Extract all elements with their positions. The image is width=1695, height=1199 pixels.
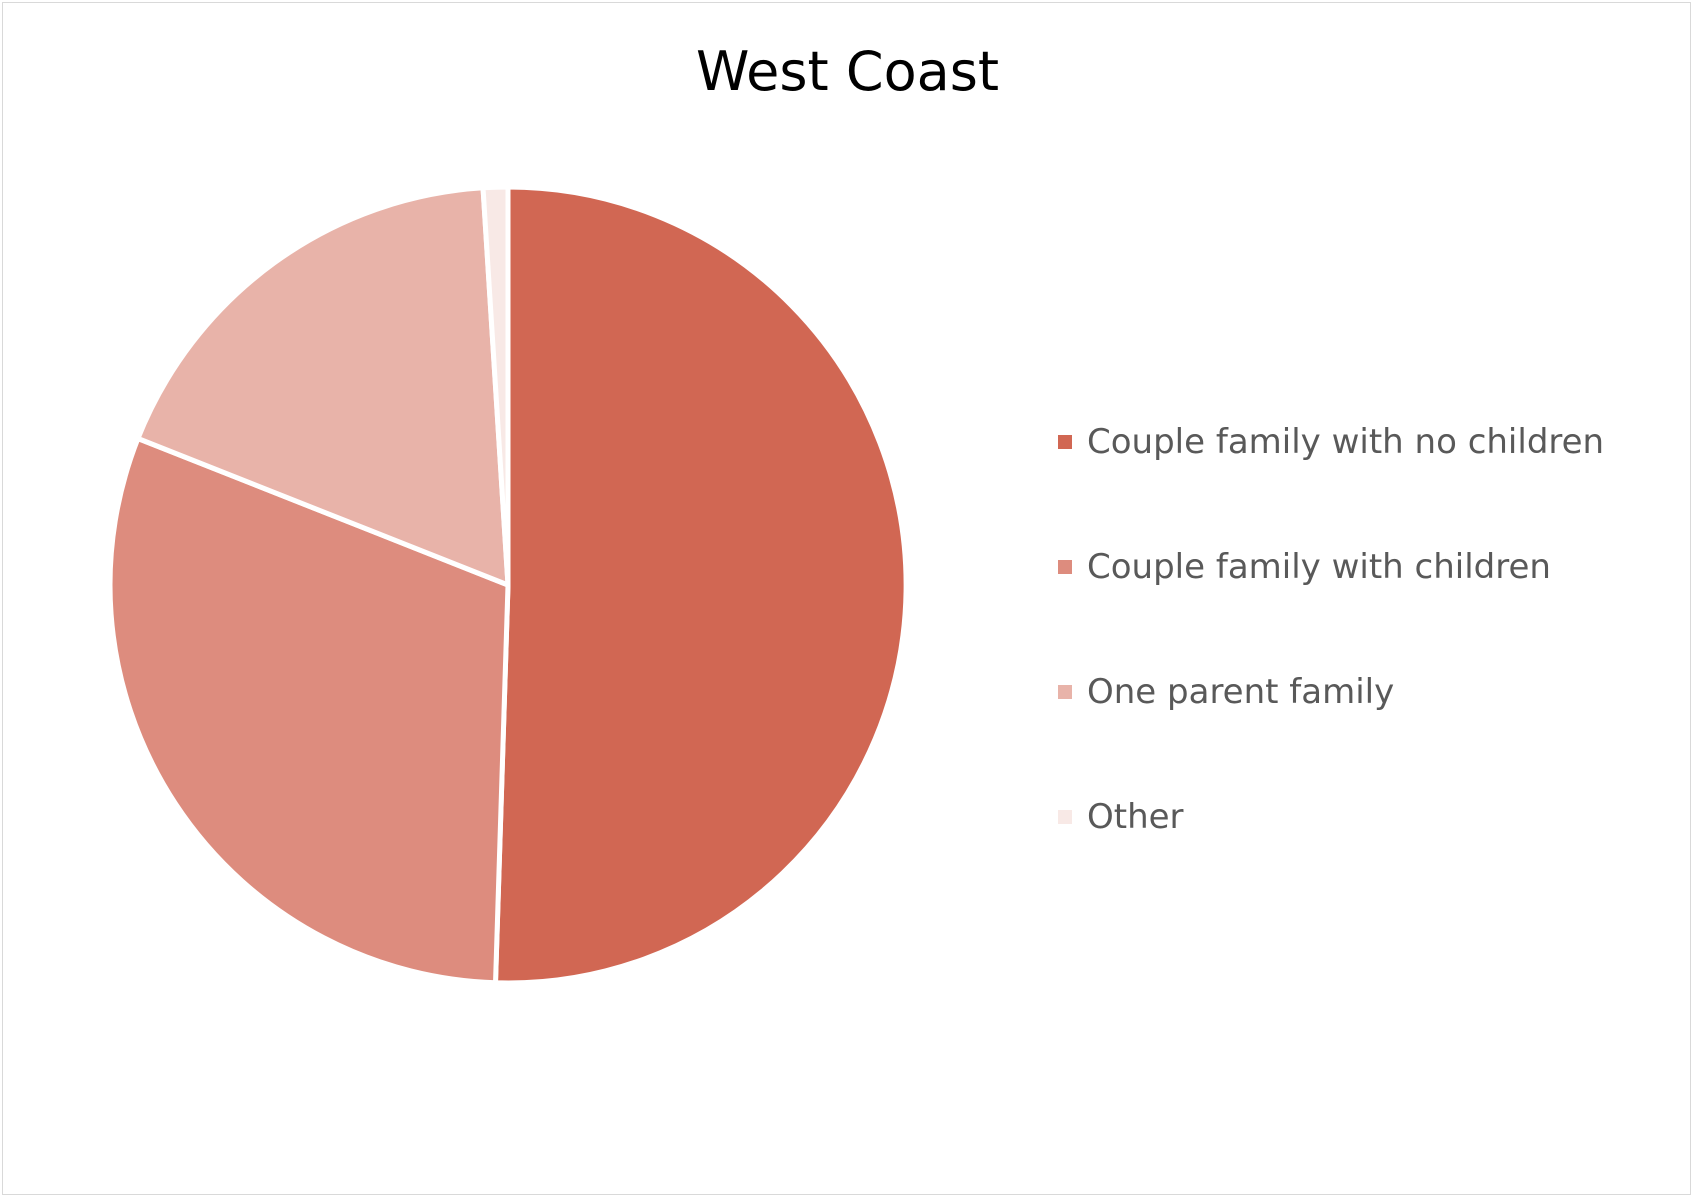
legend-swatch [1058, 435, 1072, 449]
slice-other [480, 184, 511, 588]
chart-title: West Coast [695, 40, 1000, 103]
legend-swatch [1058, 810, 1072, 824]
legend-label: Couple family with children [1087, 547, 1551, 587]
pie-slices [107, 184, 909, 986]
legend-swatch [1058, 560, 1072, 574]
legend-label: One parent family [1087, 672, 1395, 712]
slice-couple-no-children [493, 184, 909, 986]
legend-label: Other [1087, 797, 1184, 837]
slice-couple-with-children [107, 435, 511, 986]
legend-label: Couple family with no children [1087, 422, 1605, 462]
slice-one-parent [135, 185, 511, 588]
legend-swatch [1058, 685, 1072, 699]
